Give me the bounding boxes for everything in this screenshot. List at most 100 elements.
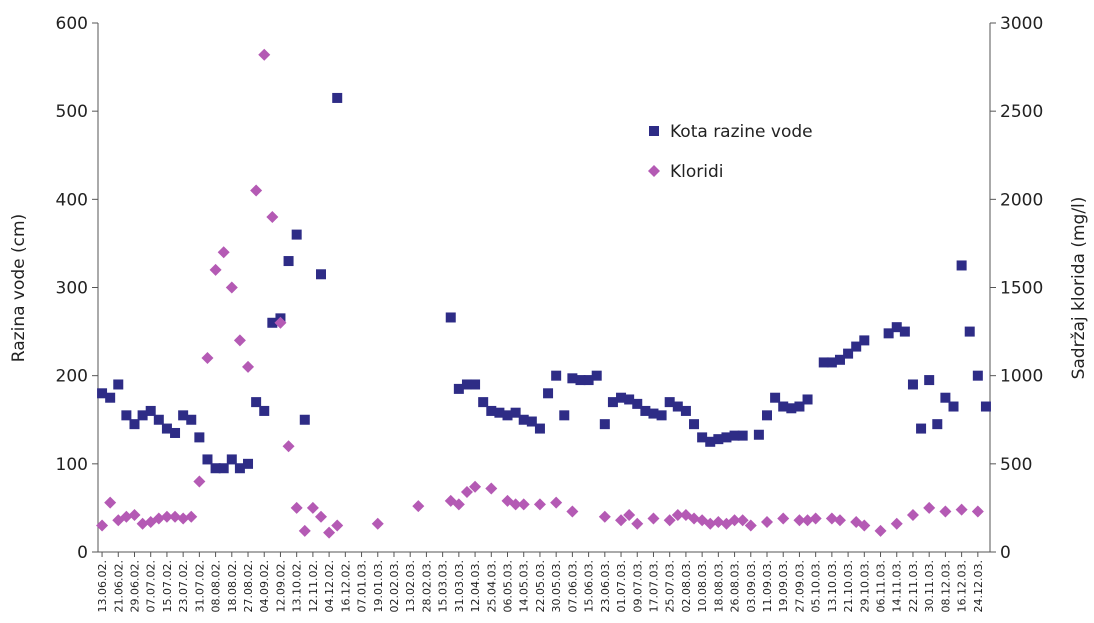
point (631, 517, 644, 530)
x-tick-label: 22.05.03. (534, 560, 547, 612)
point (761, 516, 773, 529)
x-tick-label: 24.12.03. (972, 560, 985, 612)
x-tick-label: 10.08.03. (696, 560, 709, 612)
y2-axis-title: Sadržaj klorida (mg/l) (1069, 197, 1089, 380)
point (955, 503, 968, 516)
point (607, 397, 618, 408)
point (145, 405, 156, 416)
point (259, 405, 270, 416)
point (185, 510, 198, 523)
point (267, 317, 278, 328)
y-tick-label: 0 (77, 543, 88, 563)
point (251, 397, 262, 408)
point (825, 512, 838, 525)
y2-tick-label: 1500 (1000, 279, 1043, 299)
point (202, 454, 213, 465)
point (851, 341, 862, 352)
point (721, 432, 732, 443)
point (648, 408, 659, 419)
point (802, 394, 813, 405)
point (178, 410, 189, 421)
x-tick-label: 15.06.03. (583, 560, 596, 612)
point (793, 514, 806, 527)
point (932, 419, 943, 430)
point (201, 352, 214, 365)
point (923, 501, 936, 514)
point (210, 463, 221, 474)
x-tick-label: 09.07.03. (631, 560, 644, 612)
x-tick-label: 02.02.03. (388, 560, 401, 612)
x-tick-label: 16.12.02. (339, 560, 352, 612)
y-tick-label: 200 (56, 367, 88, 387)
point (728, 514, 741, 527)
x-tick-label: 16.12.03. (956, 560, 969, 612)
point (663, 514, 676, 527)
point (859, 335, 870, 346)
x-tick-label: 30.05.03. (550, 560, 563, 612)
x-tick-label: 28.02.03. (420, 560, 433, 612)
point (736, 514, 749, 527)
y2-tick-label: 1000 (1000, 367, 1043, 387)
point (274, 316, 287, 329)
x-tick-label: 12.04.03. (469, 560, 482, 612)
x-tick-label: 11.09.03. (761, 560, 774, 612)
point (948, 401, 959, 412)
point (469, 480, 482, 493)
point (136, 517, 149, 530)
point (632, 398, 643, 409)
x-tick-label: 13.10.02. (291, 560, 304, 612)
point (226, 454, 237, 465)
x-tick-label: 06.11.03. (875, 560, 888, 612)
x-tick-label: 21.06.02. (112, 560, 125, 612)
y2-tick-label: 0 (1000, 543, 1011, 563)
legend-label: Kloridi (670, 162, 724, 182)
point (218, 463, 229, 474)
x-tick-label: 19.01.03. (372, 560, 385, 612)
point (518, 414, 529, 425)
legend-label: Kota razine vode (670, 122, 813, 142)
point (697, 432, 708, 443)
point (712, 516, 725, 529)
point (623, 508, 636, 521)
x-tick-label: 08.12.03. (939, 560, 952, 612)
point (956, 260, 967, 271)
x-tick-label: 19.09.03. (777, 560, 790, 612)
point (778, 401, 789, 412)
x-tick-label: 06.05.03. (502, 560, 515, 612)
point (170, 427, 181, 438)
point (121, 410, 132, 421)
x-tick-label: 07.07.02. (145, 560, 158, 612)
point (250, 184, 263, 197)
x-tick-label: 02.08.03. (680, 560, 693, 612)
point (169, 510, 182, 523)
point (113, 379, 124, 390)
x-tick-label: 22.11.03. (907, 560, 920, 612)
x-tick-label: 12.09.02. (274, 560, 287, 612)
point (258, 48, 271, 61)
x-tick-label: 18.08.02. (226, 560, 239, 612)
point (575, 375, 586, 386)
point (899, 326, 910, 337)
point (282, 440, 295, 453)
point (299, 414, 310, 425)
point (671, 508, 684, 521)
x-tick-label: 31.03.03. (453, 560, 466, 612)
point (485, 482, 498, 495)
point (97, 388, 108, 399)
y-tick-label: 600 (56, 14, 88, 34)
point (526, 416, 537, 427)
point (452, 498, 465, 511)
point (939, 505, 952, 518)
x-tick-label: 04.09.02. (258, 560, 271, 612)
point (737, 430, 748, 441)
point (777, 512, 790, 525)
point (971, 505, 984, 518)
point (193, 475, 206, 488)
x-tick-label: 12.11.02. (307, 560, 320, 612)
point (924, 375, 935, 386)
point (445, 312, 456, 323)
point (567, 373, 578, 384)
point (801, 514, 814, 527)
x-tick-label: 30.11.03. (923, 560, 936, 612)
point (809, 512, 822, 525)
